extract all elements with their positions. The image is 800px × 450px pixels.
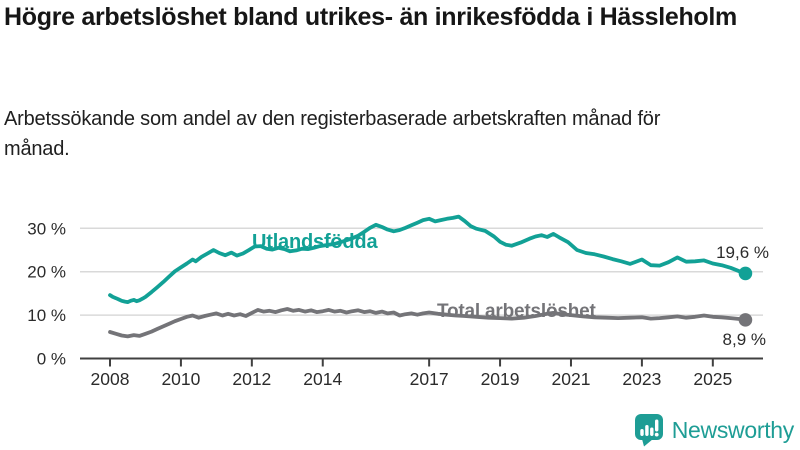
x-axis-tick-label-2025: 2025	[693, 369, 732, 389]
y-axis-tick-label-20: 20 %	[27, 263, 66, 282]
x-axis-tick-label-2008: 2008	[91, 369, 130, 389]
series-line-utlandsf-dda	[108, 214, 748, 305]
series-end-dot-total-arbetsl-shet	[738, 313, 753, 327]
chart-subtitle: Arbetssökande som andel av den registerb…	[4, 108, 661, 161]
x-axis-tick-label-2012: 2012	[232, 369, 271, 389]
series-label-total-arbetsl-shet: Total arbetslöshet	[437, 301, 597, 322]
series-end-dot-utlandsf-dda	[738, 266, 753, 281]
series-end-value-utlandsf-dda: 19,6 %	[716, 243, 769, 262]
y-axis-tick-label-10: 10 %	[27, 306, 66, 325]
newsworthy-logo: Newsworthy	[634, 413, 794, 447]
x-axis-tick-label-2023: 2023	[622, 369, 661, 389]
y-axis-tick-label-0: 0 %	[37, 350, 66, 369]
y-axis-tick-label-30: 30 %	[27, 219, 66, 238]
page-title: Högre arbetslöshet bland utrikes- än inr…	[4, 3, 737, 31]
x-axis-tick-label-2010: 2010	[161, 369, 200, 389]
bar-chart-speech-bubble-icon	[634, 414, 663, 447]
x-axis-tick-label-2017: 2017	[410, 369, 449, 389]
x-axis-tick-label-2019: 2019	[481, 369, 520, 389]
series-end-value-total-arbetsl-shet: 8,9 %	[723, 330, 766, 349]
brand-wordmark: Newsworthy	[671, 416, 795, 443]
series-label-utlandsf-dda: Utlandsfödda	[252, 231, 378, 253]
x-axis-tick-label-2021: 2021	[552, 369, 591, 389]
series-line-total-arbetsl-shet	[108, 307, 748, 339]
x-axis-tick-label-2014: 2014	[303, 369, 342, 389]
